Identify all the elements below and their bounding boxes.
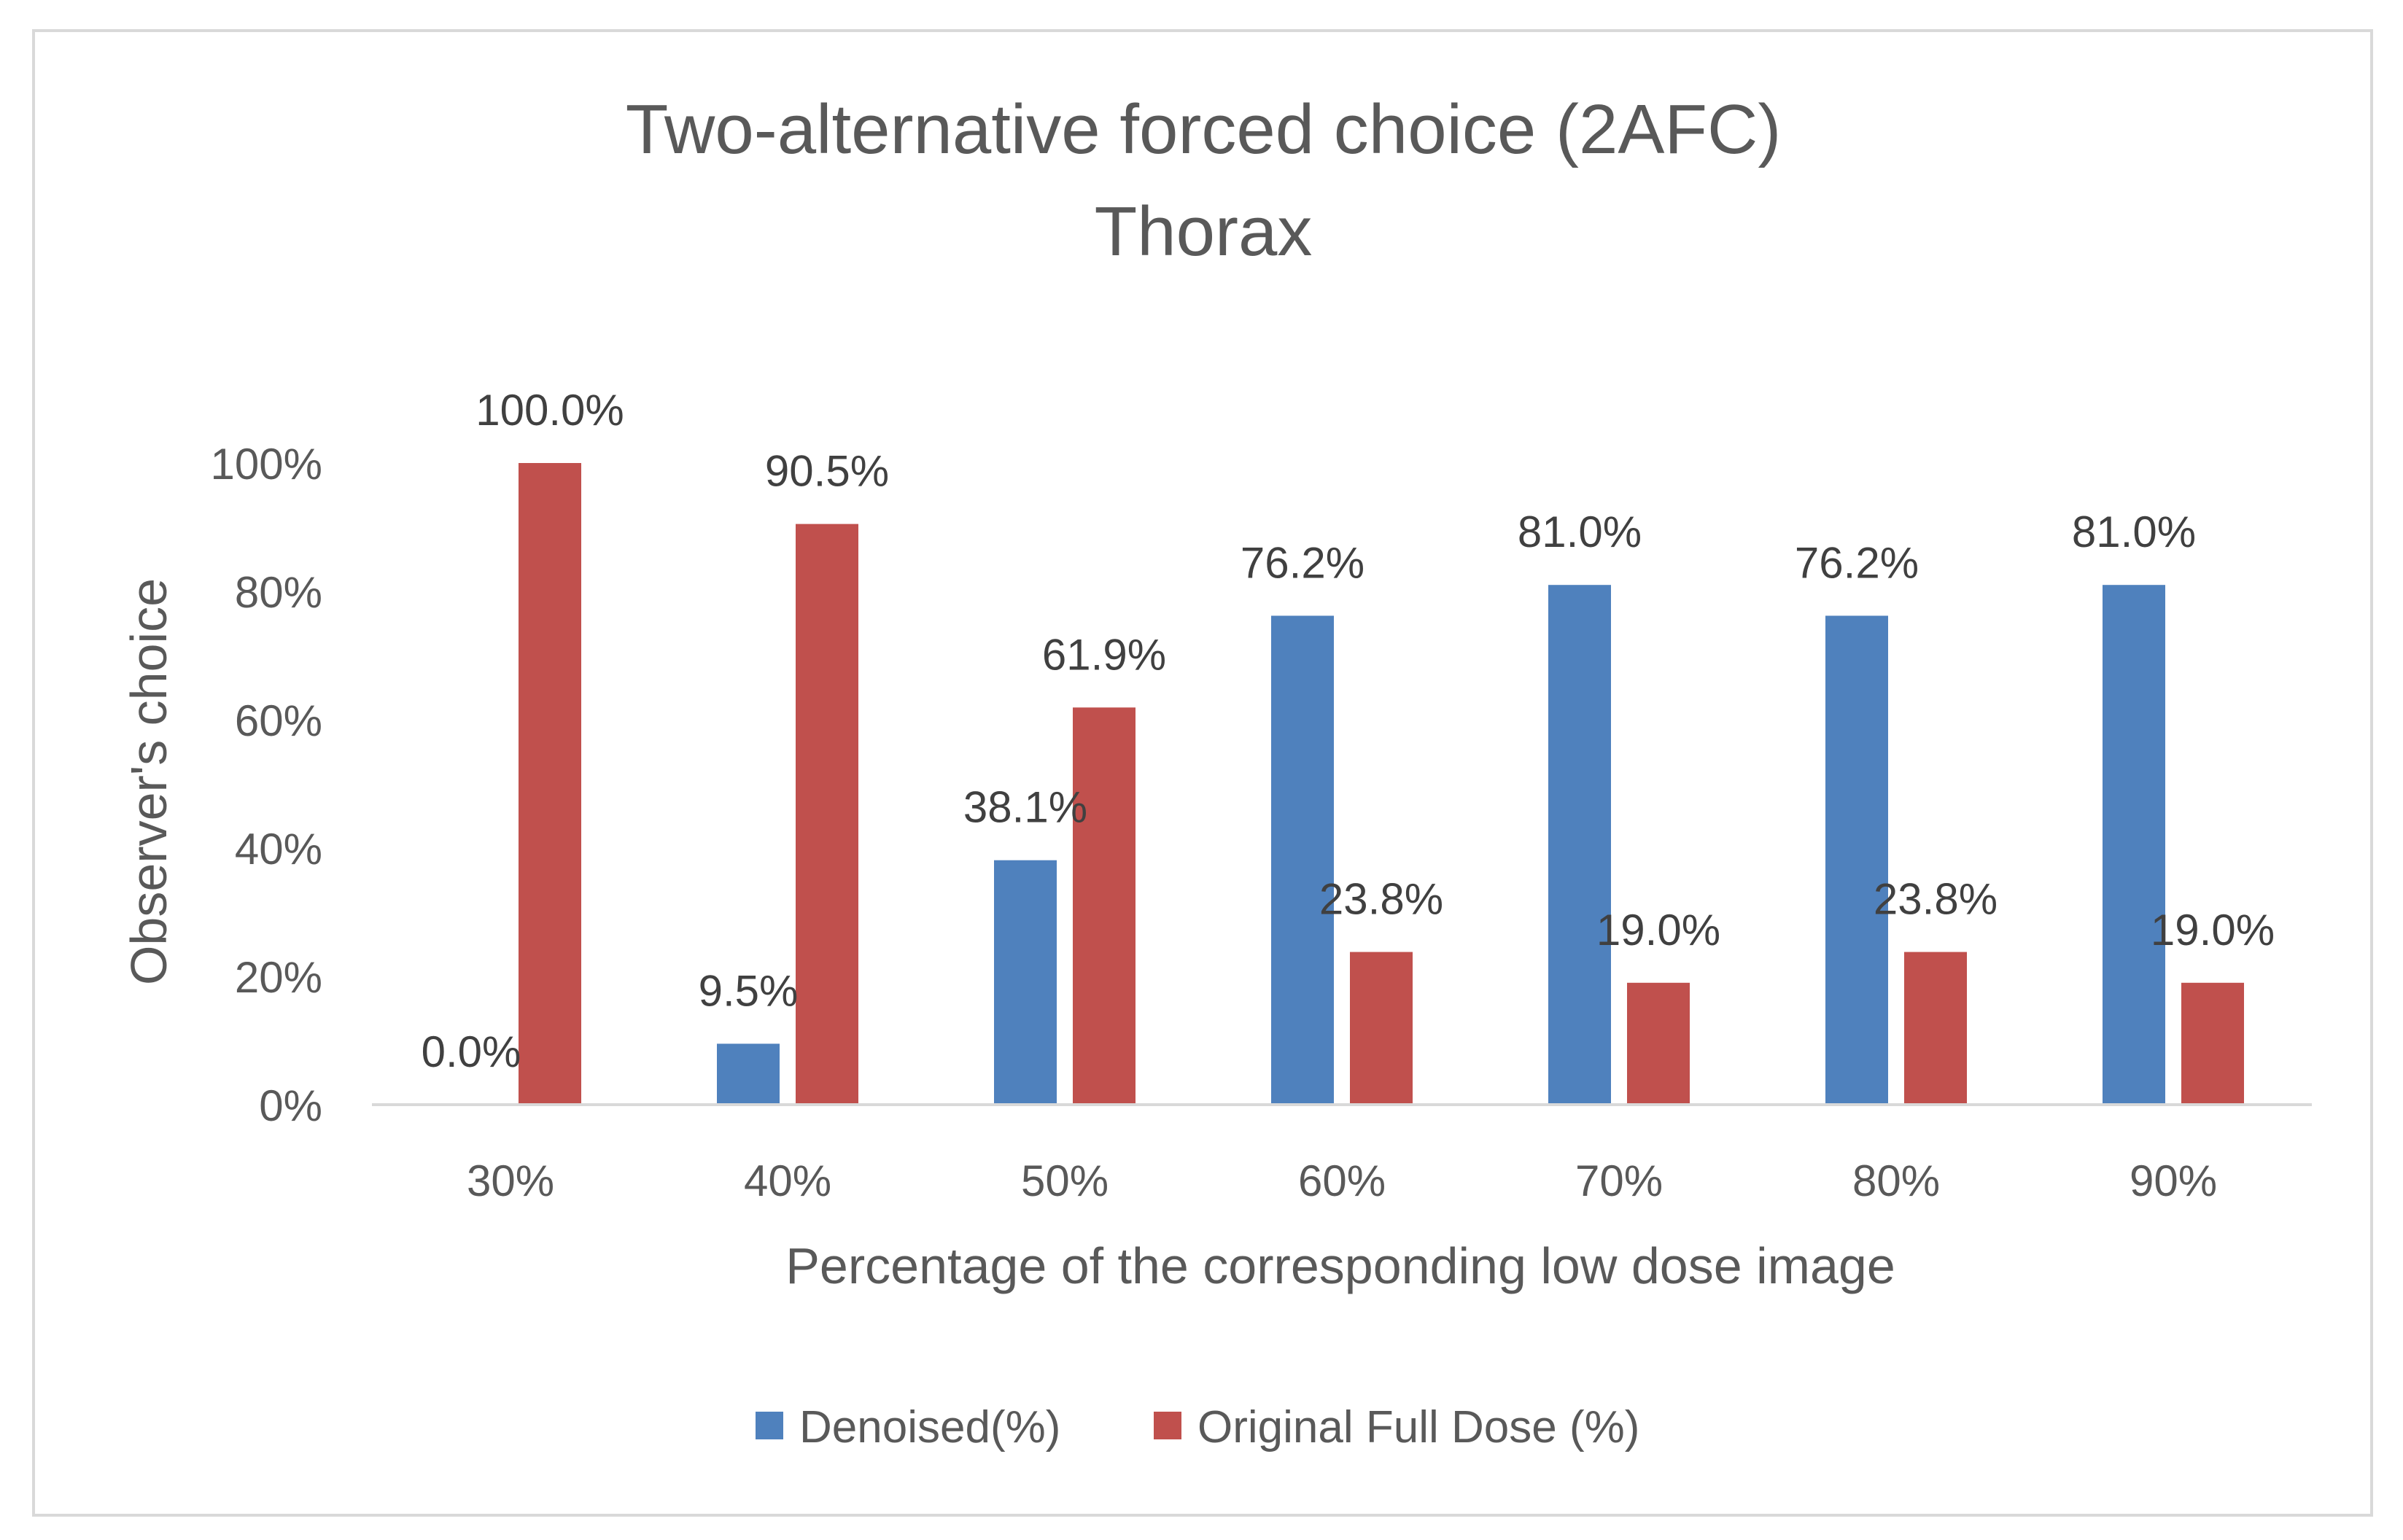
bar-original-full-dose: [2181, 982, 2244, 1105]
bar-original-full-dose: [519, 463, 581, 1105]
data-label-original-full-dose: 90.5%: [765, 447, 889, 496]
data-label-denoised: 9.5%: [699, 966, 799, 1015]
x-tick-label: 30%: [467, 1156, 554, 1205]
bar-denoised: [2103, 585, 2165, 1105]
data-label-denoised: 0.0%: [422, 1027, 521, 1076]
y-tick-label: 60%: [235, 696, 322, 745]
data-label-original-full-dose: 23.8%: [1874, 875, 1998, 924]
y-axis-ticks: 0% 20% 40% 60% 80% 100%: [211, 440, 322, 1130]
x-tick-label: 90%: [2130, 1156, 2217, 1205]
legend-label-denoised: Denoised(%): [799, 1402, 1060, 1452]
data-label-denoised: 76.2%: [1241, 538, 1364, 587]
y-tick-label: 0%: [259, 1081, 322, 1130]
bar-denoised: [1825, 615, 1888, 1105]
bar-denoised: [1271, 615, 1334, 1105]
y-tick-label: 80%: [235, 568, 322, 617]
chart-frame: [32, 29, 2373, 1517]
legend-swatch-denoised: [756, 1412, 783, 1439]
x-tick-label: 50%: [1021, 1156, 1109, 1205]
bar-original-full-dose: [796, 524, 858, 1105]
y-tick-label: 20%: [235, 953, 322, 1002]
chart-title-line-1: Two-alternative forced choice (2AFC): [626, 90, 1782, 168]
data-labels: 0.0% 100.0% 9.5% 90.5% 38.1% 61.9% 76.2% 23.8% 8…: [422, 386, 2275, 1076]
y-tick-label: 100%: [211, 440, 322, 489]
x-tick-label: 80%: [1852, 1156, 1940, 1205]
data-label-original-full-dose: 100.0%: [475, 386, 624, 435]
bar-denoised: [717, 1043, 780, 1105]
bar-original-full-dose: [1904, 952, 1967, 1105]
bar-denoised: [994, 860, 1057, 1105]
chart-title-line-2: Thorax: [1095, 192, 1313, 271]
data-label-denoised: 81.0%: [1518, 508, 1642, 556]
data-label-denoised: 76.2%: [1795, 538, 1919, 587]
legend-label-original-full-dose: Original Full Dose (%): [1197, 1402, 1639, 1452]
legend: Denoised(%) Original Full Dose (%): [756, 1402, 1639, 1452]
x-axis-title: Percentage of the corresponding low dose…: [785, 1237, 1895, 1294]
y-axis-title: Observer's choice: [120, 578, 177, 985]
bar-original-full-dose: [1627, 982, 1690, 1105]
data-label-denoised: 81.0%: [2072, 508, 2196, 556]
bar-denoised: [1548, 585, 1611, 1105]
y-tick-label: 40%: [235, 825, 322, 874]
x-axis-ticks: 30% 40% 50% 60% 70% 80% 90%: [467, 1156, 2217, 1205]
legend-swatch-original-full-dose: [1154, 1412, 1181, 1439]
data-label-original-full-dose: 23.8%: [1319, 875, 1443, 924]
data-label-original-full-dose: 19.0%: [2151, 906, 2275, 954]
data-label-original-full-dose: 61.9%: [1042, 630, 1166, 679]
x-tick-label: 60%: [1298, 1156, 1386, 1205]
bar-original-full-dose: [1073, 707, 1135, 1105]
x-tick-label: 40%: [744, 1156, 831, 1205]
data-label-denoised: 38.1%: [963, 783, 1087, 832]
bars: [519, 463, 2244, 1105]
bar-original-full-dose: [1350, 952, 1413, 1105]
data-label-original-full-dose: 19.0%: [1596, 906, 1720, 954]
x-tick-label: 70%: [1575, 1156, 1663, 1205]
